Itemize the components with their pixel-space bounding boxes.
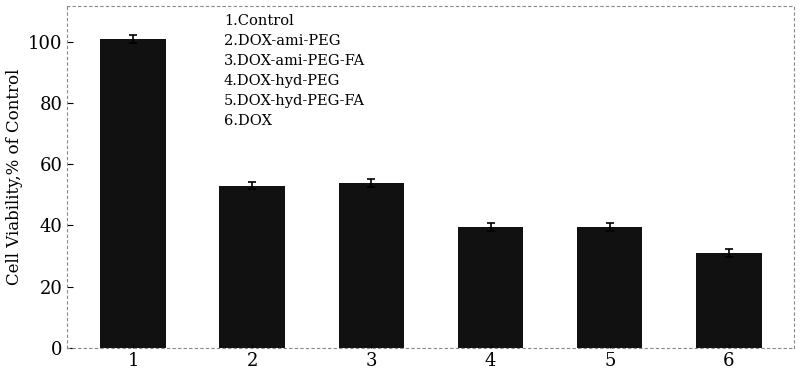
Bar xyxy=(219,186,285,347)
Text: 1.Control
2.DOX-ami-PEG
3.DOX-ami-PEG-FA
4.DOX-hyd-PEG
5.DOX-hyd-PEG-FA
6.DOX: 1.Control 2.DOX-ami-PEG 3.DOX-ami-PEG-FA… xyxy=(224,14,365,128)
Bar xyxy=(458,227,523,347)
Bar xyxy=(338,183,404,347)
Y-axis label: Cell Viability,% of Control: Cell Viability,% of Control xyxy=(6,68,22,285)
Bar xyxy=(100,39,166,347)
Bar xyxy=(577,227,642,347)
Bar xyxy=(696,253,762,347)
Text: A: A xyxy=(0,375,1,376)
